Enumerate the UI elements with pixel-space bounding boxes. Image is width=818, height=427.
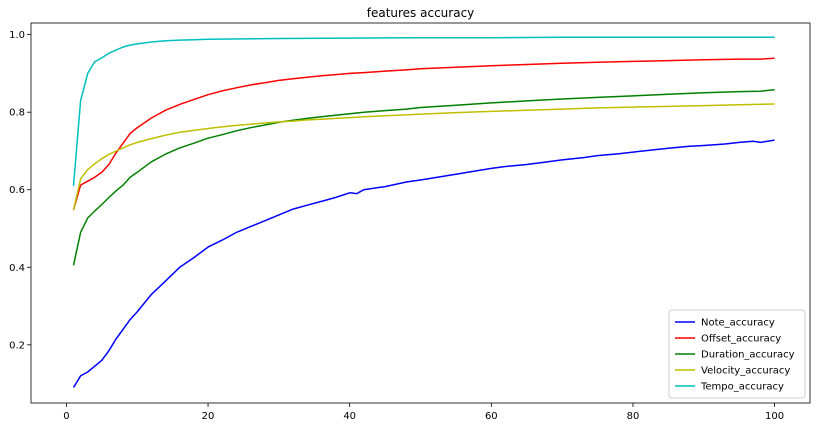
legend: Note_accuracy Offset_accuracy Duration_acc… [668,309,806,399]
legend-label: Offset_accuracy [701,334,781,345]
x-tick-label: 100 [765,411,784,422]
y-tick-label: 0.8 [9,108,25,119]
series-layer [72,36,775,388]
chart-title: features accuracy [367,6,475,20]
series-line-note-accuracy [72,139,775,388]
legend-label: Velocity_accuracy [701,366,790,377]
series-line-duration-accuracy [72,88,775,266]
axes-layer: 0 20 40 60 80 100 0.2 0.4 0.6 0.8 1.0 [9,30,784,422]
y-tick-label: 0.2 [9,340,25,351]
legend-label: Duration_accuracy [701,350,795,361]
x-tick-label: 20 [202,411,215,422]
plot-frame [30,22,811,404]
x-tick-label: 0 [63,411,69,422]
x-tick-label: 40 [343,411,356,422]
legend-label: Note_accuracy [701,318,775,329]
y-tick-label: 0.6 [9,185,25,196]
series-line-velocity-accuracy [72,103,775,211]
x-tick-label: 60 [485,411,498,422]
y-tick-label: 0.4 [9,263,25,274]
legend-box [668,309,806,399]
y-tick-label: 1.0 [9,30,25,41]
series-line-offset-accuracy [72,57,775,211]
series-line-tempo-accuracy [72,36,775,186]
legend-label: Tempo_accuracy [700,382,784,393]
x-tick-label: 80 [627,411,640,422]
